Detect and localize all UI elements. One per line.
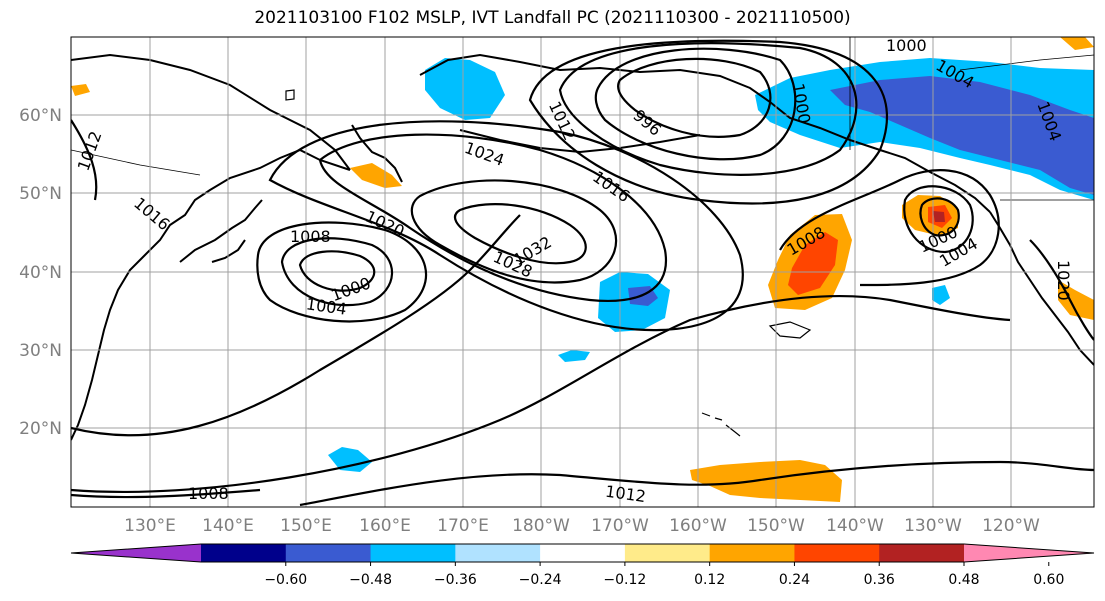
ivt-negative-blob <box>328 447 372 472</box>
ivt-positive-blob <box>71 84 90 96</box>
lon-label: 160°E <box>359 516 411 536</box>
ivt-negative-region-alaska <box>425 58 505 120</box>
isobar-1008-east <box>779 169 1000 287</box>
longitude-labels: 130°E 140°E 150°E 160°E 170°E 180°W 170°… <box>124 516 1040 536</box>
isobar-1012-west <box>71 119 98 201</box>
coastline-alaska <box>419 53 991 213</box>
islands <box>285 89 812 437</box>
isobar-1020-east <box>1029 239 1094 341</box>
lon-label: 150°E <box>280 516 332 536</box>
contour-label: 1020 <box>1054 260 1073 301</box>
colorbar-extension-min <box>71 544 201 562</box>
colorbar-segment <box>879 544 965 562</box>
ivt-shading <box>71 37 1094 502</box>
ivt-positive-blob <box>1060 37 1094 50</box>
colorbar-tick-label: −0.48 <box>349 572 392 588</box>
colorbar-segment <box>455 544 541 562</box>
ivt-positive-blob <box>350 163 402 188</box>
ivt-strong-positive-northeast-pacific <box>788 232 838 295</box>
ivt-negative-blob <box>558 350 590 362</box>
hawaii-islands <box>701 412 741 437</box>
lat-label: 40°N <box>19 263 62 283</box>
coastline-asia <box>71 53 351 441</box>
coastline-kamchatka <box>351 124 403 183</box>
map-title: 2021103100 F102 MSLP, IVT Landfall PC (2… <box>254 8 851 28</box>
colorbar-extension-max <box>964 544 1094 562</box>
lon-label: 170°W <box>591 516 649 536</box>
colorbar-segment <box>540 544 626 562</box>
colorbar-segment <box>201 544 287 562</box>
lon-label: 140°W <box>826 516 884 536</box>
isobar-1008-west <box>256 221 428 323</box>
ivt-positive-subtropical <box>690 460 842 502</box>
colorbar-tick-label: −0.24 <box>519 572 562 588</box>
contour-label: 1008 <box>290 227 331 246</box>
colorbar-ticks: −0.60 −0.48 −0.36 −0.24 −0.12 0.12 0.24 0.36 0.4… <box>264 562 1064 588</box>
ivt-strong-negative-north-america <box>830 76 1094 195</box>
isobar-1008-south <box>71 488 261 499</box>
lon-label: 180°W <box>512 516 570 536</box>
isobar-1004-west <box>280 237 394 307</box>
colorbar-segment <box>370 544 456 562</box>
lon-label: 140°E <box>202 516 254 536</box>
isobar-1028 <box>410 179 618 284</box>
colorbar-segment <box>285 544 372 562</box>
lat-label: 30°N <box>19 341 62 361</box>
colorbar-tick-label: 0.36 <box>864 572 895 588</box>
isobar-1000-north <box>594 47 797 161</box>
isobar-1004-east <box>903 185 974 254</box>
contour-label: 1000 <box>886 36 927 55</box>
lon-label: 150°W <box>747 516 805 536</box>
lon-label: 130°W <box>904 516 962 536</box>
ivt-positive-blob <box>1058 280 1094 320</box>
lat-label: 50°N <box>19 184 62 204</box>
colorbar-tick-label: −0.36 <box>434 572 477 588</box>
mslp-contours <box>71 39 1094 507</box>
colorbar-outline <box>70 543 1095 563</box>
colorbar-segment <box>624 544 711 562</box>
isobar-996 <box>617 57 772 138</box>
colorbar-segment <box>794 544 880 562</box>
isobar-1032 <box>453 203 587 265</box>
colorbar-tick-label: 0.60 <box>1033 572 1064 588</box>
lon-label: 170°E <box>437 516 489 536</box>
map-panel: 1012 1016 1008 1004 1000 1020 1024 1028 … <box>71 36 1094 507</box>
isobar-1000-east <box>919 197 960 237</box>
isobar-1000-west <box>298 250 376 292</box>
lon-label: 160°W <box>669 516 727 536</box>
colorbar-segment <box>709 544 795 562</box>
latitude-labels: 60°N 50°N 40°N 30°N 20°N <box>19 106 62 439</box>
isobar-1024 <box>318 133 668 302</box>
contour-label: 1008 <box>188 484 229 503</box>
lon-label: 130°E <box>124 516 176 536</box>
lat-label: 60°N <box>19 106 62 126</box>
lon-label: 120°W <box>982 516 1040 536</box>
isobar-1008-north <box>528 39 888 205</box>
colorbar-tick-label: −0.12 <box>603 572 646 588</box>
isobar-1004-north <box>558 42 858 176</box>
colorbar-tick-label: 0.12 <box>694 572 725 588</box>
colorbar-tick-label: 0.48 <box>948 572 979 588</box>
colorbar-tick-label: −0.60 <box>264 572 307 588</box>
isobar-1012-south <box>299 460 1094 507</box>
ivt-negative-blob <box>932 285 950 305</box>
isobar-1020 <box>268 120 744 332</box>
coastline-na-west <box>989 211 1094 366</box>
gridlines <box>71 37 1094 507</box>
colorbar-tick-label: 0.24 <box>779 572 810 588</box>
ivt-strong-positive-gulf-core <box>933 211 945 222</box>
coastline-japan <box>179 199 263 263</box>
colorbar <box>70 543 1095 563</box>
isobar-1012-outer <box>71 214 521 437</box>
map-frame <box>70 36 1095 508</box>
lat-label: 20°N <box>19 419 62 439</box>
isobar-1016 <box>71 294 1011 494</box>
